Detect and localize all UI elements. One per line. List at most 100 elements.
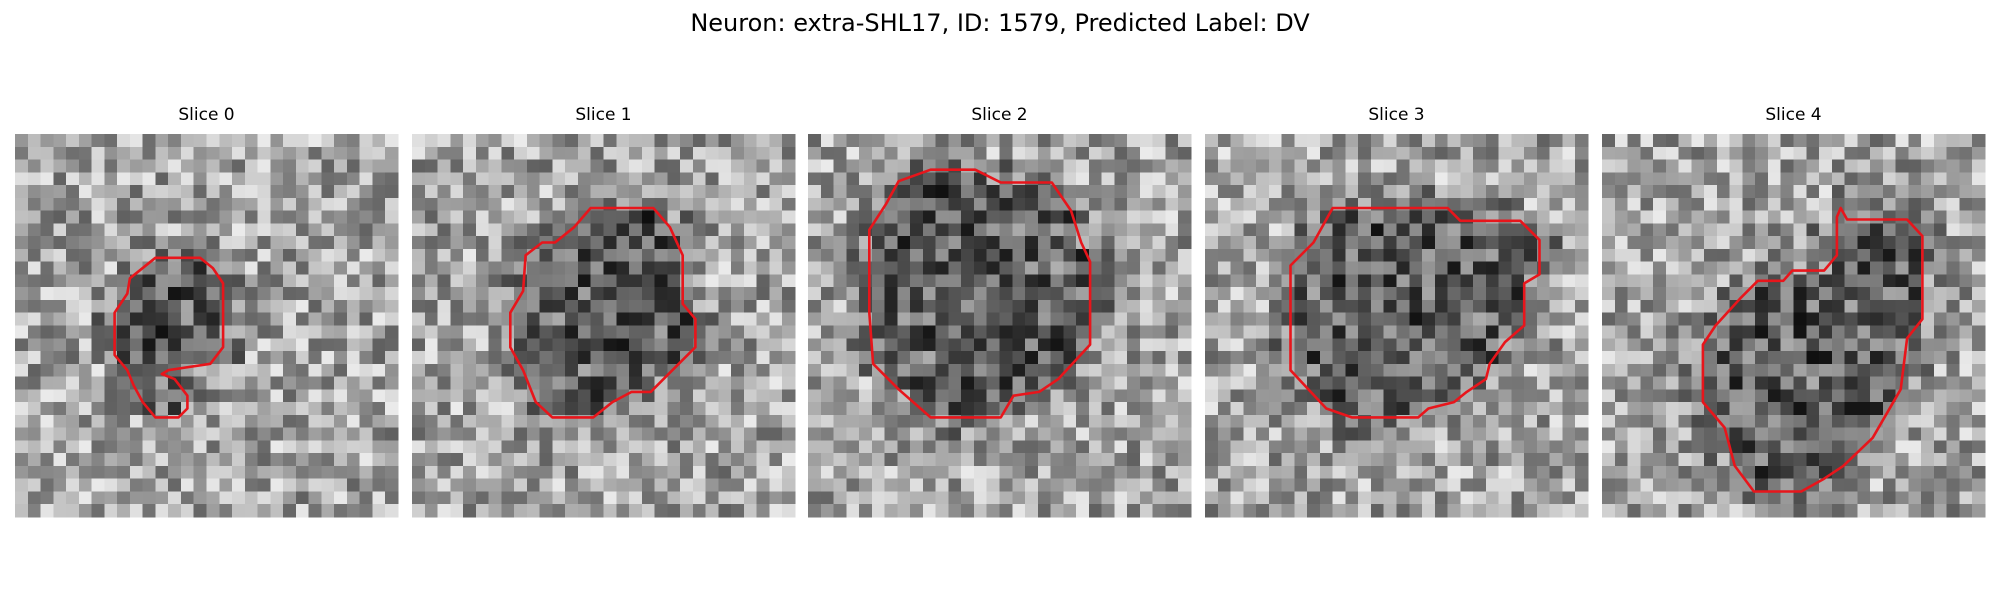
pixel xyxy=(1281,134,1295,148)
pixel xyxy=(1614,338,1628,352)
pixel xyxy=(1742,338,1756,352)
pixel xyxy=(1409,134,1423,148)
pixel xyxy=(1602,376,1616,390)
pixel xyxy=(1447,427,1461,441)
pixel xyxy=(346,312,361,326)
pixel xyxy=(1139,414,1154,429)
pixel xyxy=(820,299,834,314)
pixel xyxy=(359,440,373,454)
pixel xyxy=(1409,325,1423,339)
pixel xyxy=(334,325,348,339)
pixel xyxy=(15,185,29,199)
pixel xyxy=(321,159,335,173)
pixel xyxy=(1716,491,1731,505)
pixel xyxy=(1409,376,1423,390)
pixel xyxy=(1959,504,1973,518)
pixel xyxy=(334,185,348,199)
pixel xyxy=(142,274,156,288)
pixel xyxy=(27,172,41,186)
pixel xyxy=(78,389,92,403)
pixel xyxy=(1383,236,1397,250)
pixel xyxy=(922,210,937,224)
pixel xyxy=(1549,491,1563,505)
pixel xyxy=(692,274,707,288)
pixel xyxy=(1319,325,1334,339)
pixel xyxy=(1729,478,1743,492)
pixel xyxy=(1665,172,1679,186)
pixel xyxy=(1767,414,1782,429)
pixel xyxy=(1602,159,1616,173)
pixel xyxy=(1536,299,1551,314)
pixel xyxy=(1870,159,1884,173)
pixel xyxy=(743,478,758,492)
pixel xyxy=(334,504,348,518)
pixel xyxy=(334,223,348,237)
pixel xyxy=(40,504,54,518)
pixel xyxy=(1665,274,1679,288)
pixel xyxy=(27,210,41,224)
pixel xyxy=(654,185,668,199)
pixel xyxy=(859,351,873,365)
pixel xyxy=(334,274,348,288)
pixel xyxy=(948,491,962,505)
pixel xyxy=(168,453,182,467)
pixel xyxy=(1691,465,1705,480)
pixel xyxy=(1409,299,1423,314)
pixel xyxy=(680,504,694,518)
pixel xyxy=(1562,261,1576,275)
pixel xyxy=(359,197,373,211)
pixel xyxy=(1536,504,1551,518)
pixel xyxy=(1511,338,1525,352)
pixel xyxy=(1691,440,1705,454)
pixel xyxy=(1345,236,1359,250)
pixel xyxy=(1653,248,1667,263)
pixel xyxy=(1793,197,1807,211)
pixel xyxy=(1050,223,1064,237)
pixel xyxy=(1165,453,1179,467)
pixel xyxy=(1307,159,1321,173)
pixel xyxy=(1473,159,1487,173)
pixel xyxy=(412,376,426,390)
pixel xyxy=(1358,363,1372,377)
pixel xyxy=(641,312,655,326)
pixel xyxy=(1127,134,1141,148)
pixel xyxy=(1921,134,1935,148)
pixel xyxy=(884,223,898,237)
pixel xyxy=(641,146,655,160)
pixel xyxy=(1243,351,1257,365)
pixel xyxy=(1602,299,1616,314)
pixel xyxy=(1704,351,1718,365)
pixel xyxy=(1870,351,1884,365)
pixel xyxy=(450,159,464,173)
pixel xyxy=(385,146,399,160)
pixel xyxy=(552,146,566,160)
pixel xyxy=(1076,172,1090,186)
pixel xyxy=(104,134,118,148)
pixel xyxy=(1256,491,1270,505)
pixel xyxy=(501,134,515,148)
pixel xyxy=(1908,172,1922,186)
pixel xyxy=(1857,453,1871,467)
pixel xyxy=(40,440,54,454)
pixel xyxy=(359,146,373,160)
pixel xyxy=(66,299,80,314)
pixel xyxy=(1370,389,1385,403)
pixel xyxy=(641,440,655,454)
pixel xyxy=(1729,185,1743,199)
pixel xyxy=(1870,248,1884,263)
pixel xyxy=(1485,146,1500,160)
pixel xyxy=(40,223,54,237)
pixel xyxy=(1498,248,1512,263)
pixel xyxy=(1819,197,1833,211)
pixel xyxy=(731,223,745,237)
pixel xyxy=(1205,159,1219,173)
pixel xyxy=(232,261,246,275)
pixel xyxy=(514,389,528,403)
pixel xyxy=(769,389,783,403)
pixel xyxy=(1307,440,1321,454)
pixel xyxy=(1704,427,1718,441)
pixel xyxy=(1409,274,1423,288)
pixel xyxy=(1268,261,1282,275)
pixel xyxy=(1908,363,1922,377)
pixel xyxy=(999,491,1013,505)
